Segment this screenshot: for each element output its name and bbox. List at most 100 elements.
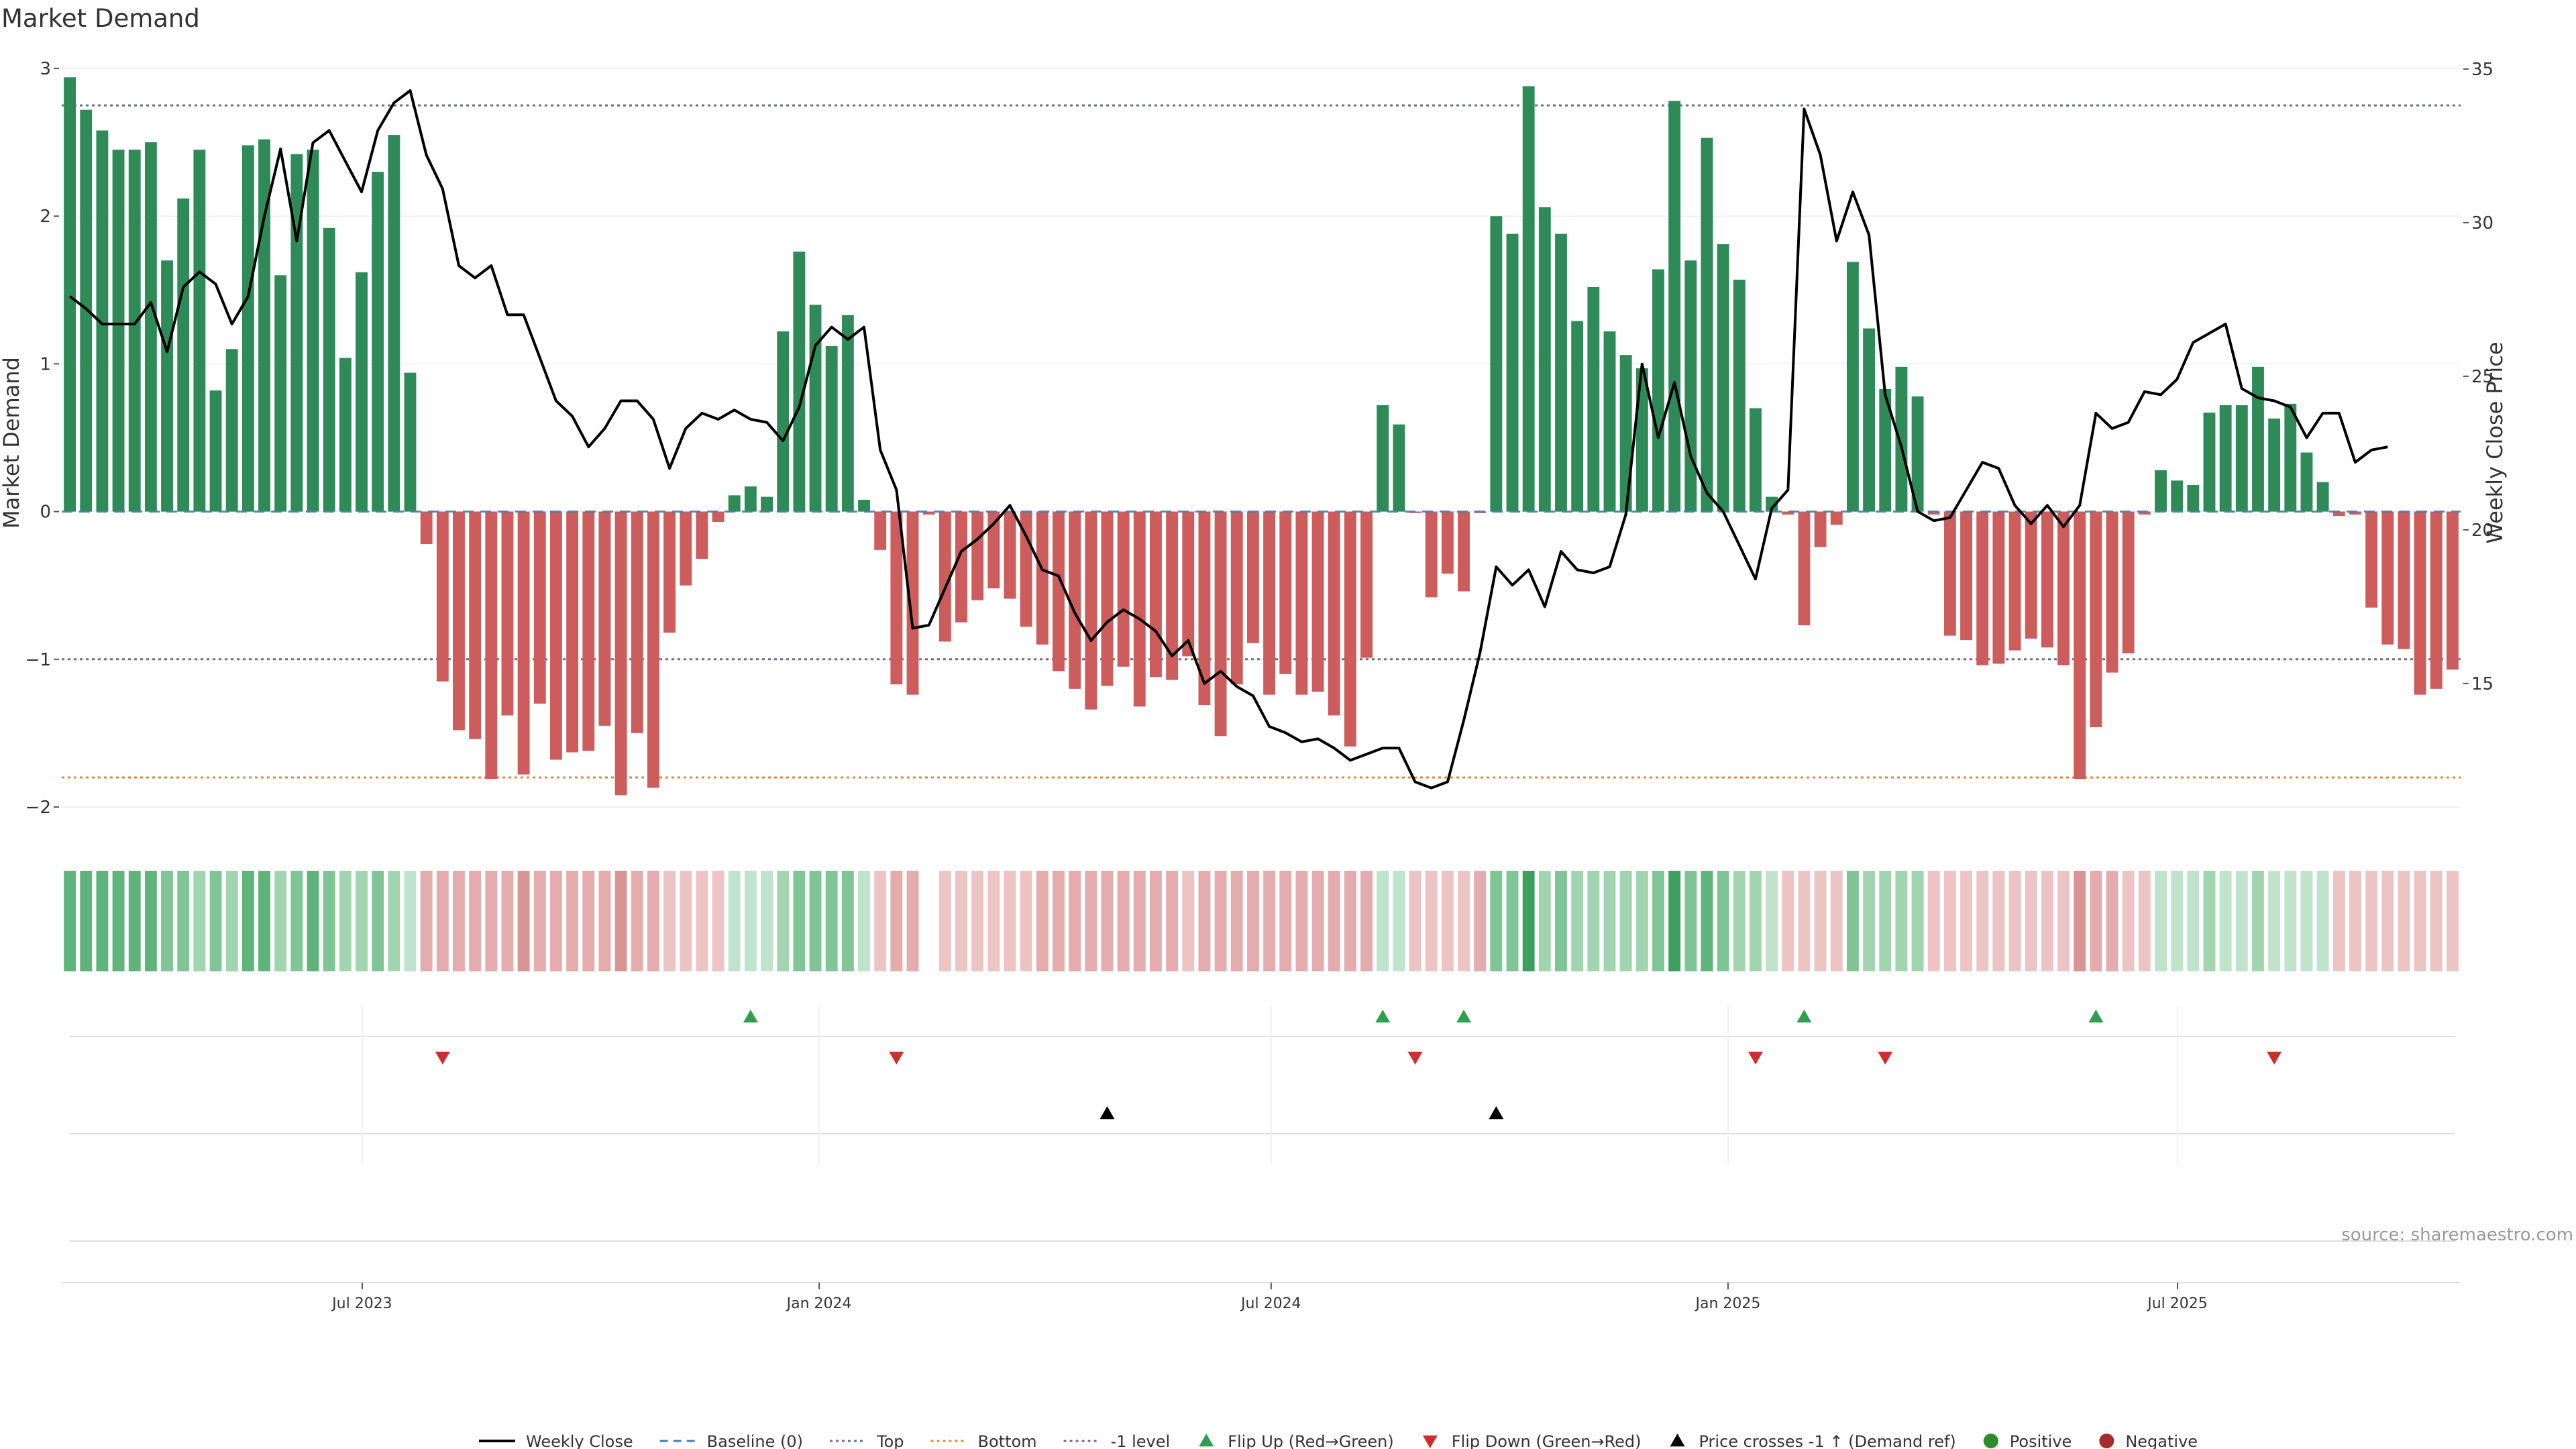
strip-cell — [1117, 871, 1130, 971]
strip-cell — [1004, 871, 1016, 971]
strip-cell — [696, 871, 708, 971]
x-tick-label: Jul 2025 — [2146, 1295, 2208, 1312]
strip-cell — [274, 871, 287, 971]
demand-bar — [1555, 233, 1567, 512]
demand-bar — [1311, 511, 1324, 692]
strip-cell — [1684, 871, 1697, 971]
strip-cell — [1895, 871, 1908, 971]
y-tick-label: 25 — [2471, 367, 2493, 387]
strip-cell — [2430, 871, 2443, 971]
strip-cell — [2171, 871, 2184, 971]
demand-bar — [1053, 511, 1065, 672]
legend-item: Price crosses -1 ↑ (Demand ref) — [1670, 1432, 1956, 1449]
demand-bar — [2300, 452, 2313, 512]
demand-bar — [1004, 511, 1016, 599]
strip-cell — [2155, 871, 2167, 971]
x-tick-label: Jan 2025 — [1694, 1295, 1760, 1312]
legend-item: Positive — [1983, 1432, 2072, 1449]
strip-cell — [1393, 871, 1405, 971]
strip-cell — [1587, 871, 1600, 971]
strip-cell — [80, 871, 93, 971]
strip-cell — [1085, 871, 1097, 971]
strip-cell — [1879, 871, 1892, 971]
demand-bar — [1425, 511, 1438, 598]
legend-label: Positive — [2010, 1432, 2072, 1449]
demand-bar — [2138, 511, 2151, 515]
demand-bar — [1522, 86, 1535, 512]
demand-bar — [485, 511, 498, 780]
demand-bar — [469, 511, 482, 739]
y-tick-label: 0 — [40, 502, 51, 523]
strip-cell — [1846, 871, 1859, 971]
demand-bar — [2219, 405, 2232, 512]
demand-bar — [323, 227, 335, 512]
strip-cell — [2057, 871, 2070, 971]
strip-cell — [582, 871, 595, 971]
demand-strength-strip — [64, 871, 2459, 971]
demand-bar — [938, 511, 951, 642]
demand-bar — [906, 511, 919, 695]
legend-label: Weekly Close — [526, 1432, 633, 1449]
demand-bar — [696, 511, 708, 559]
strip-cell — [1458, 871, 1470, 971]
strip-cell — [1020, 871, 1032, 971]
strip-cell — [2219, 871, 2232, 971]
demand-bar — [825, 345, 838, 512]
strip-cell — [193, 871, 206, 971]
weekly-close-line — [68, 89, 2388, 790]
strip-cell — [2138, 871, 2151, 971]
demand-bar — [1246, 511, 1259, 643]
strip-cell — [793, 871, 806, 971]
strip-cell — [1409, 871, 1421, 971]
demand-bar — [2349, 511, 2361, 515]
demand-bar — [987, 511, 1000, 589]
strip-cell — [96, 871, 109, 971]
strip-cell — [2365, 871, 2378, 971]
chart-title: Market Demand — [1, 4, 200, 33]
x-tick-label: Jul 2023 — [331, 1295, 392, 1312]
demand-bar — [80, 109, 93, 512]
strip-cell — [825, 871, 838, 971]
demand-bar — [388, 135, 400, 512]
strip-cell — [1814, 871, 1827, 971]
flip-down-marker — [1407, 1051, 1423, 1065]
demand-bar — [647, 511, 659, 788]
strip-cell — [1652, 871, 1664, 971]
strip-cell — [1214, 871, 1227, 971]
strip-cell — [144, 871, 157, 971]
demand-bar — [2090, 511, 2102, 728]
strip-cell — [1927, 871, 1940, 971]
strip-cell — [128, 871, 141, 971]
legend-item: Weekly Close — [479, 1432, 633, 1449]
legend-label: Price crosses -1 ↑ (Demand ref) — [1699, 1432, 1956, 1449]
strip-cell — [1733, 871, 1746, 971]
strip-cell — [533, 871, 546, 971]
demand-bar — [372, 172, 384, 512]
strip-cell — [1798, 871, 1811, 971]
legend-item: Flip Down (Green→Red) — [1422, 1432, 1642, 1449]
strip-cell — [241, 871, 254, 971]
strip-cell — [809, 871, 822, 971]
strip-cell — [1377, 871, 1389, 971]
strip-cell — [404, 871, 417, 971]
strip-cell — [1246, 871, 1259, 971]
demand-bar — [1701, 138, 1713, 512]
strip-cell — [550, 871, 562, 971]
demand-bar — [436, 511, 449, 682]
strip-cell — [436, 871, 449, 971]
demand-bar — [1230, 511, 1243, 685]
strip-cell — [1830, 871, 1843, 971]
demand-bar — [1927, 511, 1940, 515]
strip-cell — [1750, 871, 1762, 971]
strip-cell — [1311, 871, 1324, 971]
strip-cell — [712, 871, 724, 971]
strip-cell — [1198, 871, 1211, 971]
demand-bar — [1101, 511, 1114, 686]
legend-swatch — [1983, 1434, 1998, 1448]
legend-item: Top — [830, 1432, 904, 1449]
x-axis: Jul 2023 Jan 2024 Jul 2024 Jan 2025 Jul 2025 — [62, 1282, 2461, 1312]
legend-item: Flip Up (Red→Green) — [1199, 1432, 1394, 1449]
strip-cell — [1506, 871, 1519, 971]
demand-bar — [1782, 511, 1794, 515]
demand-bar — [1895, 366, 1908, 512]
